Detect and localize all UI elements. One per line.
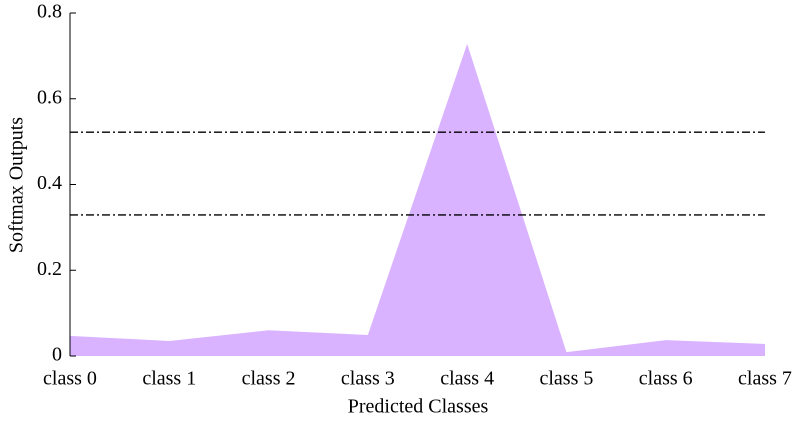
x-axis-label: Predicted Classes xyxy=(348,396,489,418)
y-tick-label: 0.2 xyxy=(37,258,62,280)
x-tick-label: class 7 xyxy=(738,368,792,390)
x-tick-label: class 3 xyxy=(341,368,395,390)
y-tick-label: 0 xyxy=(52,344,62,366)
x-tick-label: class 0 xyxy=(43,368,97,390)
area xyxy=(70,43,765,357)
x-tick-label: class 1 xyxy=(142,368,196,390)
y-tick-label: 0.4 xyxy=(37,172,62,194)
x-tick-label: class 2 xyxy=(242,368,296,390)
y-axis-label: Softmax Outputs xyxy=(6,117,28,253)
x-tick-label: class 4 xyxy=(440,368,494,390)
x-tick-label: class 5 xyxy=(539,368,593,390)
x-tick-label: class 6 xyxy=(639,368,693,390)
y-tick-label: 0.8 xyxy=(37,1,62,23)
y-tick-label: 0.6 xyxy=(37,86,62,108)
